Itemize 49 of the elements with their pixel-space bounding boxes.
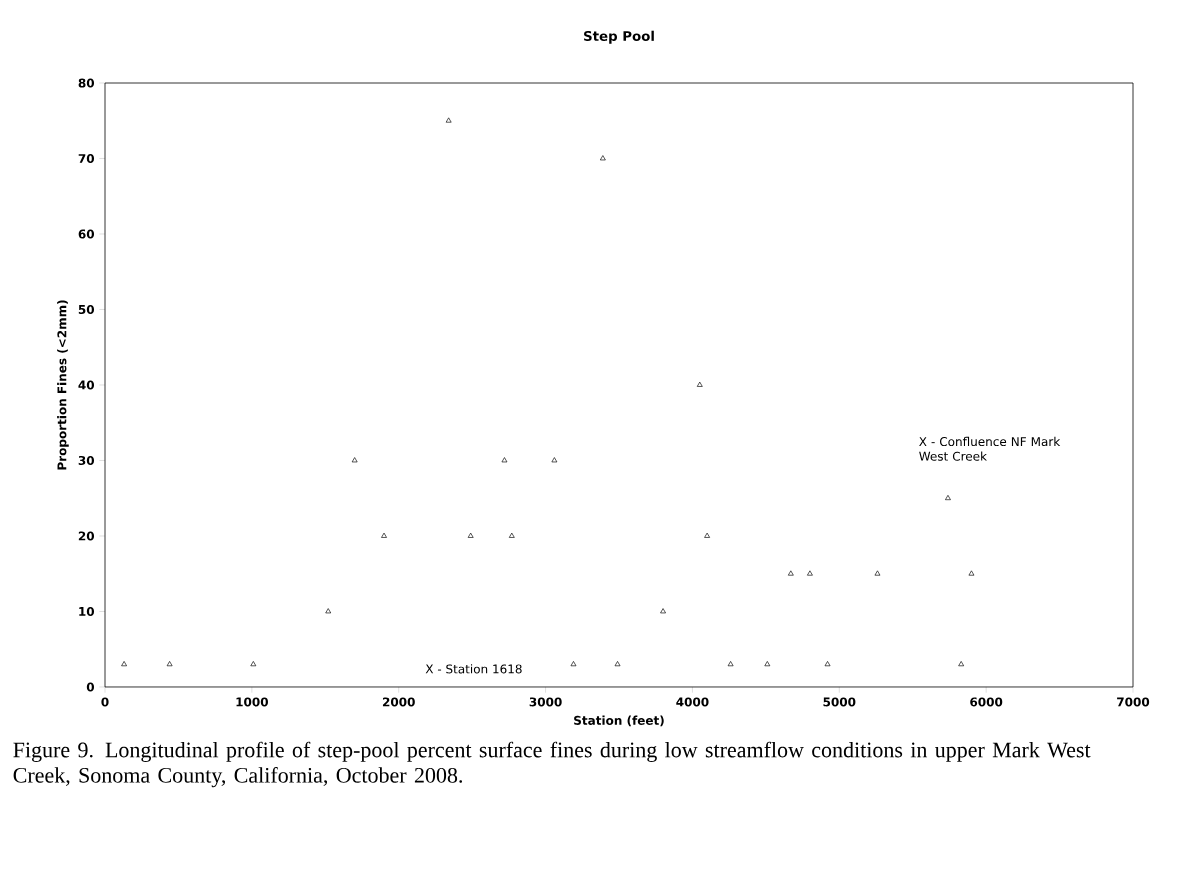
annotation: X - Confluence NF Mark West Creek [919, 436, 1061, 461]
y-tick-label: 80 [78, 78, 95, 88]
point [121, 661, 127, 667]
point [467, 532, 474, 538]
x-tick-label: 0 [101, 697, 109, 707]
annotation: X - Station 1618 [425, 664, 522, 674]
point [570, 661, 577, 667]
y-tick-label: 50 [78, 304, 95, 315]
y-tick-label: 40 [78, 380, 95, 390]
x-tick-label: 5000 [823, 697, 856, 707]
point [727, 661, 734, 667]
point [807, 570, 813, 576]
point [445, 117, 452, 123]
y-tick-label: 70 [78, 153, 95, 164]
point [614, 661, 621, 667]
y-tick-label: 60 [78, 229, 95, 239]
point [508, 532, 515, 538]
point [501, 457, 508, 463]
point [381, 532, 387, 538]
point [660, 608, 666, 614]
point [824, 661, 831, 667]
point [166, 661, 173, 667]
y-tick-label: 0 [86, 682, 95, 692]
point [764, 661, 771, 667]
x-tick-label: 3000 [529, 697, 562, 707]
point [250, 661, 257, 667]
y-tick-label: 20 [78, 531, 95, 541]
y-tick-label: 10 [79, 606, 95, 617]
point [787, 570, 794, 576]
y-tick-label: 30 [78, 455, 95, 466]
y-axis-title: Proportion Fines (<2mm) [57, 300, 69, 470]
x-tick-label: 7000 [1117, 697, 1150, 707]
point [599, 155, 606, 161]
chart-title: Step Pool [584, 30, 654, 44]
point [968, 570, 975, 576]
point [696, 381, 703, 387]
x-axis-title: Station (feet) [574, 715, 664, 727]
point [704, 532, 710, 538]
point [551, 457, 558, 463]
point [874, 570, 881, 576]
x-tick-label: 2000 [382, 697, 415, 707]
point [958, 661, 965, 667]
point [945, 494, 951, 501]
x-tick-label: 6000 [970, 697, 1003, 707]
point [325, 608, 332, 614]
x-tick-label: 4000 [676, 697, 709, 707]
caption: Figure 9. Longitudinal profile of step-pool percent surface fines during low streamflow conditions in upper Mark West Creek, Sonoma County, California, October 2008. [13, 741, 1091, 788]
x-tick-label: 1000 [236, 697, 268, 707]
point [351, 457, 358, 463]
